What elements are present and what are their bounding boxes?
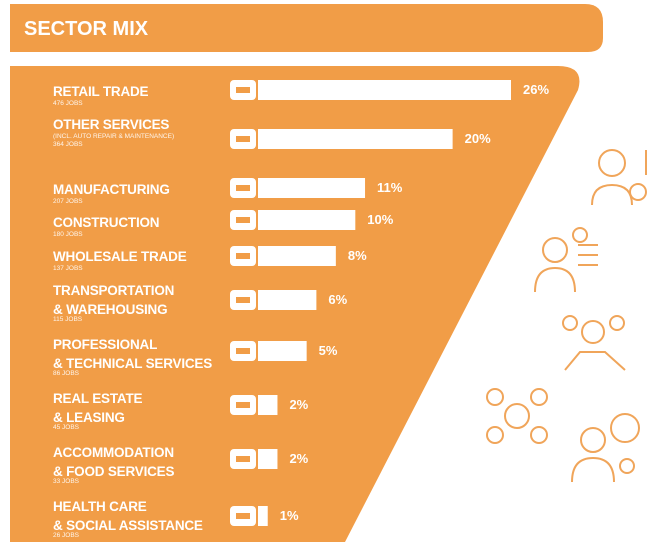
- value-label: 26%: [523, 82, 550, 97]
- category-label: ACCOMMODATION & FOOD SERVICES: [53, 445, 175, 479]
- header-band: [10, 4, 603, 52]
- chart-title: SECTOR MIX: [24, 18, 149, 40]
- jobs-label: 115 JOBS: [53, 316, 83, 323]
- jobs-label: 180 JOBS: [53, 231, 83, 238]
- jobs-label: 26 JOBS: [53, 532, 80, 539]
- jobs-label: 476 JOBS: [53, 100, 83, 107]
- value-label: 1%: [279, 508, 299, 523]
- value-label: 5%: [318, 343, 338, 358]
- jobs-label: 137 JOBS: [53, 265, 83, 272]
- bar-icon-detail: [236, 402, 250, 408]
- bar: [258, 210, 356, 230]
- category-label: PROFESSIONAL & TECHNICAL SERVICES: [53, 337, 213, 371]
- bar-icon-detail: [236, 136, 250, 142]
- value-label: 2%: [289, 397, 309, 412]
- bar: [258, 80, 511, 100]
- value-label: 20%: [464, 131, 491, 146]
- value-label: 2%: [289, 451, 309, 466]
- bar: [258, 395, 278, 415]
- category-label: REAL ESTATE & LEASING: [53, 391, 143, 425]
- bar: [258, 449, 278, 469]
- bar: [258, 506, 268, 526]
- category-note: (INCL. AUTO REPAIR & MAINTENANCE): [53, 133, 175, 140]
- side-icons: [486, 149, 647, 483]
- bar: [258, 290, 317, 310]
- bar: [258, 178, 366, 198]
- category-label: MANUFACTURING: [53, 182, 170, 197]
- value-label: 10%: [367, 212, 394, 227]
- jobs-label: 364 JOBS: [53, 141, 83, 148]
- category-label: HEALTH CARE & SOCIAL ASSISTANCE: [53, 499, 203, 533]
- category-label: TRANSPORTATION & WAREHOUSING: [53, 283, 175, 317]
- jobs-label: 86 JOBS: [53, 370, 80, 377]
- value-label: 6%: [328, 292, 348, 307]
- jobs-label: 33 JOBS: [53, 478, 80, 485]
- category-label: WHOLESALE TRADE: [53, 249, 187, 264]
- bar-icon-detail: [236, 297, 250, 303]
- value-label: 11%: [377, 180, 403, 195]
- bar-icon-detail: [236, 456, 250, 462]
- category-label: CONSTRUCTION: [53, 215, 160, 230]
- jobs-label: 45 JOBS: [53, 424, 80, 431]
- value-label: 8%: [347, 248, 367, 263]
- bar: [258, 246, 336, 266]
- bar-icon-detail: [236, 513, 250, 519]
- bar-icon-detail: [236, 348, 250, 354]
- category-label: RETAIL TRADE: [53, 84, 149, 99]
- bar-icon-detail: [236, 217, 250, 223]
- bar-icon-detail: [236, 185, 250, 191]
- bar-icon-detail: [236, 253, 250, 259]
- jobs-label: 207 JOBS: [53, 198, 83, 205]
- bar-icon-detail: [236, 87, 250, 93]
- category-label: OTHER SERVICES: [53, 117, 170, 132]
- bar: [258, 129, 453, 149]
- bar: [258, 341, 307, 361]
